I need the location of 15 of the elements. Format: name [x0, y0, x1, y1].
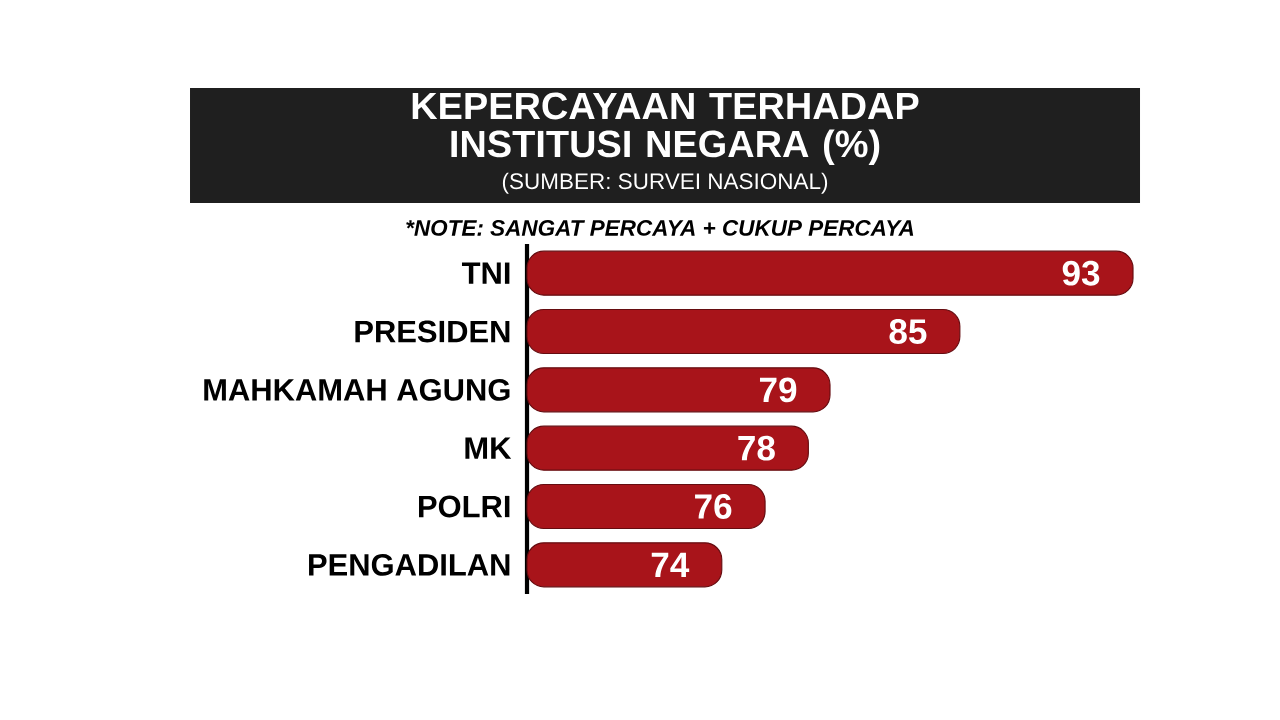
- y-tick-label: TNI: [461, 262, 510, 284]
- data-label: 74: [651, 552, 690, 577]
- chart-title: KEPERCAYAAN TERHADAP INSTITUSI NEGARA (%): [412, 92, 919, 165]
- data-label: 78: [738, 435, 775, 461]
- y-tick-label: POLRI: [419, 495, 510, 518]
- chart-subtitle: (SUMBER: SURVEI NASIONAL): [502, 172, 828, 194]
- data-label: 93: [1062, 260, 1100, 286]
- y-tick-label: PENGADILAN: [309, 553, 510, 576]
- data-label: 76: [695, 494, 732, 519]
- y-tick-label: PRESIDEN: [355, 320, 510, 343]
- y-tick-label: MK: [465, 437, 512, 459]
- data-label: 85: [889, 319, 927, 344]
- text: *NOTE: SANGAT PERCAYA + CUKUP PERCAYA: [406, 219, 914, 236]
- y-tick-label: MAHKAMAH AGUNG: [204, 378, 510, 401]
- data-label: 79: [759, 377, 797, 403]
